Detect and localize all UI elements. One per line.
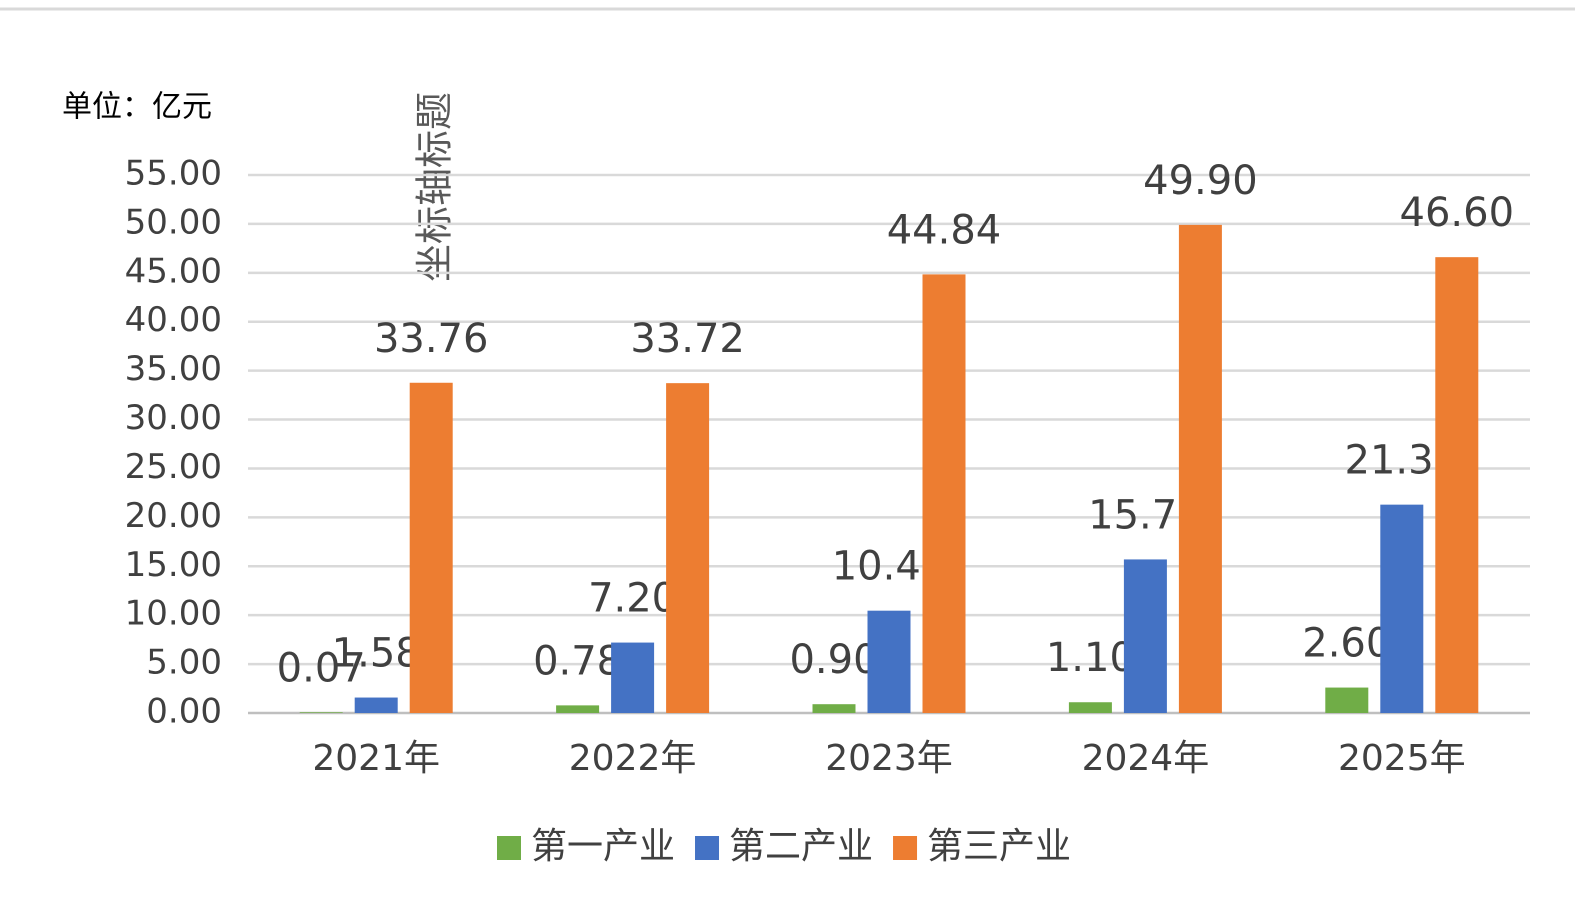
bar	[409, 382, 453, 713]
y-tick-label: 50.00	[125, 202, 222, 242]
bar	[666, 383, 710, 713]
bar	[812, 704, 856, 713]
value-label: 7.20	[588, 576, 677, 622]
unit-label: 单位：亿元	[62, 90, 212, 125]
bar	[611, 642, 655, 713]
value-label: 33.76	[374, 316, 489, 362]
value-label: 46.60	[1400, 190, 1515, 236]
bar	[922, 274, 966, 713]
value-label: 49.90	[1143, 158, 1258, 204]
x-tick-label: 2022年	[569, 738, 697, 779]
bar	[1435, 257, 1479, 713]
value-label: 1.10	[1046, 635, 1135, 681]
legend-swatch	[695, 836, 720, 860]
y-tick-label: 40.00	[125, 300, 222, 340]
bar	[1068, 702, 1112, 713]
bar	[867, 610, 911, 713]
bar	[354, 697, 398, 713]
x-tick-label: 2023年	[825, 738, 953, 779]
bar	[299, 712, 343, 713]
y-tick-label: 25.00	[125, 447, 222, 487]
bar	[1123, 559, 1167, 713]
legend-label: 第三产业	[927, 826, 1071, 867]
y-tick-label: 20.00	[125, 496, 222, 536]
value-label: 0.78	[533, 638, 622, 684]
y-tick-label: 0.00	[146, 692, 222, 732]
x-tick-label: 2024年	[1082, 738, 1210, 779]
legend-swatch	[497, 836, 521, 860]
axis-title: 坐标轴标题	[413, 92, 457, 282]
bar	[1178, 224, 1222, 713]
bar	[1325, 687, 1369, 713]
value-label: 0.07	[277, 645, 366, 691]
y-tick-label: 5.00	[146, 643, 222, 683]
y-tick-label: 55.00	[125, 154, 222, 194]
value-label: 44.84	[887, 207, 1002, 253]
y-tick-label: 45.00	[125, 251, 222, 291]
value-label: 2.60	[1302, 621, 1391, 667]
value-label: 0.90	[789, 637, 878, 683]
value-label: 1.58	[332, 631, 421, 677]
value-label: 33.72	[630, 316, 745, 362]
y-tick-label: 35.00	[125, 349, 222, 389]
legend-label: 第一产业	[531, 826, 675, 867]
legend-swatch	[893, 836, 918, 860]
y-tick-label: 15.00	[125, 545, 222, 585]
y-tick-label: 10.00	[125, 594, 222, 634]
legend-label: 第二产业	[729, 826, 873, 867]
x-tick-label: 2025年	[1338, 738, 1466, 779]
y-tick-label: 30.00	[125, 398, 222, 438]
bar	[556, 705, 600, 713]
bar	[1380, 504, 1424, 713]
x-tick-label: 2021年	[312, 738, 440, 779]
